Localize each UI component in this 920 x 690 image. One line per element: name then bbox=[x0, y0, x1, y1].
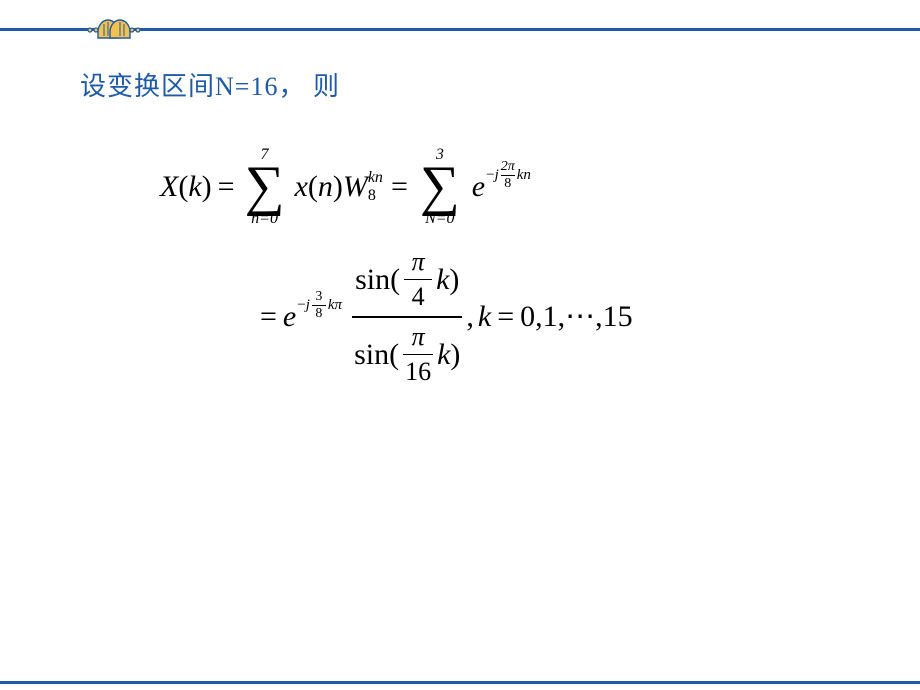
main-frac-num: sin( π 4 k ) bbox=[353, 245, 461, 315]
frac-bot-den: 16 bbox=[403, 357, 433, 387]
exp1-frac-den: 8 bbox=[504, 177, 511, 191]
exp2-j: j bbox=[306, 298, 310, 313]
main-frac-den: sin( π 16 k ) bbox=[352, 320, 462, 390]
open-n: ( bbox=[308, 172, 318, 202]
exp1-pow: − j 2π 8 kn bbox=[486, 160, 531, 191]
equation-block: X ( k ) = 7 ∑ n=0 x ( n ) W kn 8 = 3 ∑ bbox=[160, 132, 780, 382]
equation-row-1: X ( k ) = 7 ∑ n=0 x ( n ) W kn 8 = 3 ∑ bbox=[160, 132, 780, 242]
row2-eq: = bbox=[260, 302, 277, 332]
header-ornament-icon bbox=[86, 10, 142, 50]
eq1: = bbox=[218, 172, 235, 202]
k-var: k bbox=[478, 302, 491, 332]
exp1-tail: kn bbox=[517, 168, 531, 183]
sin-top-close: ) bbox=[449, 265, 459, 295]
equation-row-2: = e − j 3 8 kπ sin( bbox=[160, 252, 780, 382]
main-fraction: sin( π 4 k ) sin( π 16 bbox=[352, 245, 462, 390]
sigma-icon: ∑ bbox=[420, 163, 460, 211]
W-sup: kn bbox=[368, 170, 383, 186]
eq2: = bbox=[391, 172, 408, 202]
frac-bar bbox=[404, 279, 432, 281]
exp-1: e − j 2π 8 kn bbox=[472, 172, 531, 202]
sin-bot: sin( bbox=[354, 340, 399, 370]
k-range: 0,1,⋯,15 bbox=[520, 302, 633, 332]
sin-bot-k: k bbox=[437, 340, 450, 370]
frac-top: π 4 bbox=[404, 247, 432, 313]
exp2-frac-num: 3 bbox=[315, 290, 322, 304]
lhs-k: k bbox=[188, 172, 201, 202]
lhs-open: ( bbox=[178, 172, 188, 202]
exp2-tail: kπ bbox=[328, 298, 342, 313]
frac-bot-num: π bbox=[410, 322, 427, 352]
slide: 设变换区间N=16， 则 X ( k ) = 7 ∑ n=0 x ( n ) W… bbox=[0, 0, 920, 690]
frac-top-den: 4 bbox=[410, 282, 427, 312]
exp1-frac-num: 2π bbox=[501, 160, 515, 174]
heading-text: 设变换区间N=16， 则 bbox=[80, 66, 340, 103]
exp2-frac: 3 8 bbox=[312, 290, 326, 321]
term-W: W bbox=[343, 172, 368, 202]
lhs-X: X bbox=[160, 172, 178, 202]
main-frac-bar bbox=[352, 316, 462, 318]
bottom-rule bbox=[0, 681, 920, 684]
comma: , bbox=[466, 302, 474, 332]
frac-bot: π 16 bbox=[403, 322, 433, 388]
exp1-frac: 2π 8 bbox=[501, 160, 515, 191]
sigma-icon: ∑ bbox=[245, 163, 285, 211]
exp-2: e − j 3 8 kπ bbox=[283, 302, 342, 332]
sum-1: 7 ∑ n=0 bbox=[245, 147, 285, 227]
close-n: ) bbox=[333, 172, 343, 202]
row2-eq2: = bbox=[497, 302, 514, 332]
frac-top-num: π bbox=[410, 247, 427, 277]
term-n: n bbox=[318, 172, 333, 202]
e2: e bbox=[283, 302, 296, 332]
exp1-j: j bbox=[495, 168, 499, 183]
lhs-close: ) bbox=[202, 172, 212, 202]
term-x: x bbox=[295, 172, 308, 202]
sum1-lower: n=0 bbox=[251, 211, 278, 227]
sin-top-k: k bbox=[436, 265, 449, 295]
sin-top: sin( bbox=[355, 265, 400, 295]
sin-bot-close: ) bbox=[450, 340, 460, 370]
exp2-frac-den: 8 bbox=[315, 307, 322, 321]
W-sub: 8 bbox=[368, 188, 383, 204]
W-supsub: kn 8 bbox=[368, 170, 383, 204]
e1: e bbox=[472, 172, 485, 202]
frac-bar bbox=[403, 354, 433, 356]
exp2-pow: − j 3 8 kπ bbox=[297, 290, 342, 321]
sum2-lower: N=0 bbox=[425, 211, 454, 227]
exp1-minus: − bbox=[486, 168, 494, 183]
exp2-minus: − bbox=[297, 298, 305, 313]
sum-2: 3 ∑ N=0 bbox=[420, 147, 460, 227]
